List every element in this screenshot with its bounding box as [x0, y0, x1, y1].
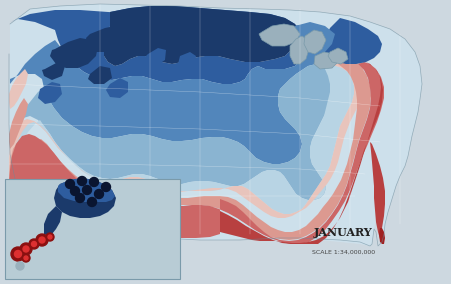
Circle shape: [87, 197, 96, 206]
Text: SCALE 1:34,000,000: SCALE 1:34,000,000: [311, 250, 374, 255]
Circle shape: [14, 250, 22, 258]
Circle shape: [22, 254, 30, 262]
Circle shape: [83, 185, 91, 195]
Circle shape: [39, 237, 45, 243]
Polygon shape: [10, 26, 334, 164]
Circle shape: [94, 189, 103, 199]
Circle shape: [11, 247, 25, 261]
Circle shape: [65, 179, 74, 189]
Polygon shape: [9, 98, 28, 149]
Circle shape: [89, 178, 98, 187]
Polygon shape: [58, 178, 115, 202]
Polygon shape: [178, 52, 196, 68]
Circle shape: [36, 234, 48, 246]
Polygon shape: [9, 54, 365, 218]
Circle shape: [75, 193, 84, 202]
Polygon shape: [369, 142, 384, 239]
Polygon shape: [42, 62, 65, 80]
Circle shape: [20, 243, 32, 255]
Circle shape: [46, 233, 54, 241]
Text: JANUARY: JANUARY: [313, 227, 372, 238]
Circle shape: [101, 183, 110, 191]
Bar: [5, 179, 179, 279]
Circle shape: [16, 262, 24, 270]
Polygon shape: [313, 52, 337, 69]
Circle shape: [77, 176, 86, 185]
Polygon shape: [293, 22, 334, 56]
Polygon shape: [58, 44, 90, 66]
Polygon shape: [54, 178, 116, 218]
Polygon shape: [50, 38, 98, 68]
Polygon shape: [323, 18, 381, 64]
Polygon shape: [9, 62, 383, 244]
Polygon shape: [145, 48, 166, 66]
Circle shape: [24, 256, 28, 260]
Polygon shape: [9, 66, 353, 214]
Circle shape: [29, 239, 39, 249]
Polygon shape: [290, 36, 308, 64]
Polygon shape: [38, 82, 62, 104]
Polygon shape: [104, 6, 299, 66]
Circle shape: [23, 246, 29, 252]
Circle shape: [70, 187, 79, 195]
Polygon shape: [258, 24, 299, 46]
Circle shape: [32, 241, 37, 247]
Polygon shape: [88, 66, 112, 84]
Polygon shape: [9, 69, 28, 109]
Polygon shape: [378, 228, 384, 244]
Polygon shape: [10, 64, 333, 200]
Polygon shape: [327, 48, 347, 64]
Polygon shape: [9, 4, 421, 246]
Polygon shape: [86, 26, 118, 52]
Circle shape: [48, 235, 52, 239]
Polygon shape: [304, 30, 325, 54]
Polygon shape: [10, 6, 309, 84]
Polygon shape: [220, 62, 382, 244]
Polygon shape: [106, 78, 128, 98]
Polygon shape: [9, 59, 370, 240]
Polygon shape: [44, 206, 62, 236]
